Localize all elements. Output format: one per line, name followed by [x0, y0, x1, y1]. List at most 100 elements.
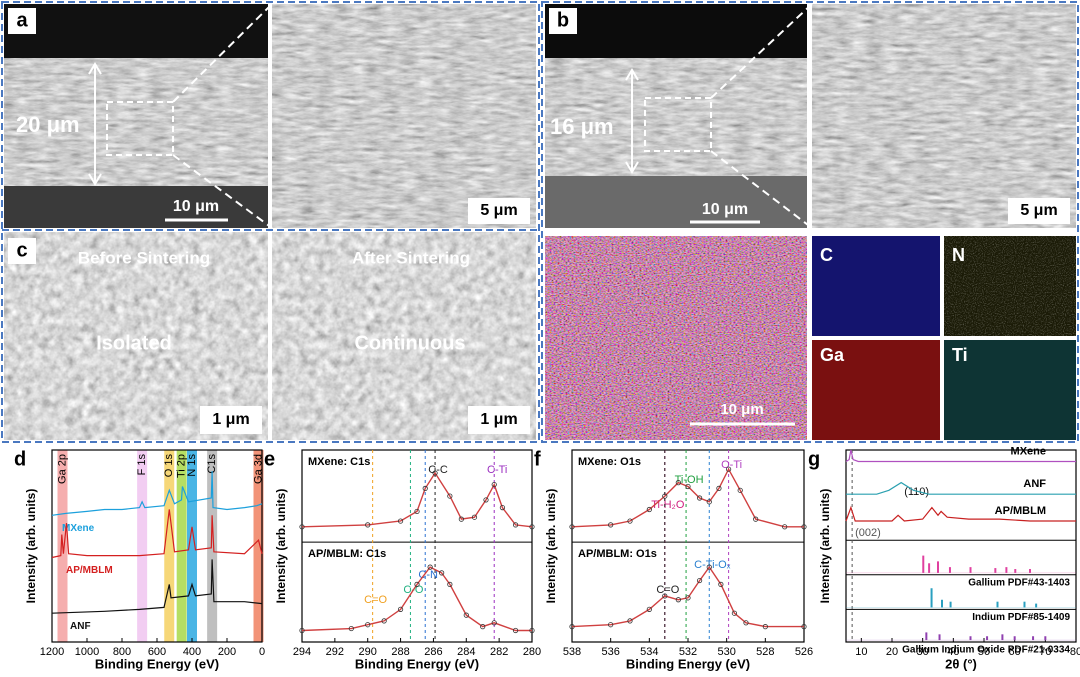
overlays: [88, 3, 813, 426]
x-tick-label: 0: [259, 646, 265, 658]
data-point: [725, 466, 732, 472]
data-point: [569, 524, 575, 530]
plot-frame: [845, 449, 1077, 643]
x-tick-label: 200: [218, 646, 236, 658]
eds-map-ti: [944, 340, 1076, 440]
panel-label: e: [264, 448, 275, 470]
data-point: [753, 516, 759, 522]
peak-label: (110): [904, 486, 929, 498]
series-line: [571, 565, 804, 628]
data-point: [743, 620, 749, 626]
panel-label: g: [808, 448, 820, 470]
x-tick-label: 800: [113, 646, 131, 658]
band-label: N 1s: [186, 454, 198, 477]
data-point: [512, 627, 519, 634]
data-point: [675, 480, 681, 486]
y-axis-label: Intensity (arb. units): [274, 489, 288, 604]
data-point: [696, 577, 703, 584]
data-point: [608, 522, 614, 528]
data-point: [447, 581, 453, 588]
data-point: [499, 504, 506, 511]
scale-text: 1 μm: [212, 411, 249, 428]
sem-images: [4, 4, 1076, 440]
image-text: a 20 μm 10 μm 5 μm b 16 μm 10 μm 5 μm c …: [16, 9, 1058, 428]
image-text: Continuous: [354, 332, 465, 354]
plot-frame: [51, 449, 263, 643]
band-label: Ga 3d: [252, 454, 264, 484]
border: [1, 1, 540, 443]
peak-label: C-Ti: [487, 464, 507, 476]
image-texture: [545, 58, 807, 176]
subtitle: AP/MBLM: O1s: [578, 548, 657, 560]
x-tick-label: 532: [679, 646, 697, 658]
data-point: [512, 522, 519, 528]
label-box: [8, 8, 36, 34]
scale-text: 10 μm: [702, 201, 748, 218]
x-tick-label: 284: [457, 646, 475, 658]
y-axis-label: Intensity (arb. units): [818, 489, 832, 604]
map-label: C: [820, 245, 833, 265]
band: [187, 450, 197, 642]
x-tick-label: 50: [978, 646, 990, 658]
panel-label: b: [557, 9, 569, 31]
image-texture: [4, 58, 268, 186]
data-point: [397, 518, 404, 524]
data-point: [737, 487, 743, 493]
data-point: [762, 624, 768, 630]
peak-label: O-Ti: [721, 459, 742, 471]
x-tick-label: 1000: [75, 646, 99, 658]
data-point: [529, 627, 535, 634]
peak-label: Ti-H₂O: [651, 499, 685, 511]
x-tick-label: 526: [795, 646, 813, 658]
subtitle: MXene: O1s: [578, 456, 641, 468]
data-point: [463, 612, 469, 618]
data-point: [685, 483, 691, 490]
data-point: [801, 524, 807, 530]
data-point: [414, 508, 420, 515]
x-axis-label: Binding Energy (eV): [626, 656, 750, 671]
peak-label: (002): [855, 527, 881, 539]
x-tick-label: 534: [640, 646, 658, 658]
data-point: [299, 524, 305, 530]
band-label: Ti 2p: [176, 454, 188, 478]
x-tick-label: 80: [1070, 646, 1080, 658]
data-point: [662, 593, 668, 599]
image-texture: [4, 232, 268, 440]
series-label: AP/MBLM: [66, 565, 113, 576]
arrow-head: [625, 68, 639, 174]
x-axis-label: 2θ (°): [945, 656, 977, 671]
data-point: [731, 610, 738, 616]
series-label: MXene: [62, 523, 95, 534]
label-box: [549, 8, 577, 34]
band-label: O 1s: [163, 454, 175, 478]
series-label: ANF: [1023, 478, 1046, 490]
band: [137, 450, 148, 642]
band-label: Ga 2p: [56, 454, 68, 484]
data-point: [381, 618, 387, 624]
x-tick-label: 538: [563, 646, 581, 658]
y-axis-label: Intensity (arb. units): [544, 489, 558, 604]
data-point: [365, 622, 371, 628]
x-tick-label: 288: [391, 646, 409, 658]
data-point: [718, 581, 724, 588]
image-texture: [272, 232, 536, 440]
series-line: [51, 509, 263, 559]
image-title: Before Sintering: [78, 248, 210, 267]
band: [207, 450, 218, 642]
y-axis-label: Intensity (arb. units): [24, 489, 38, 604]
data-point: [706, 499, 712, 505]
x-axis-label: Binding Energy (eV): [95, 656, 219, 671]
x-tick-label: 530: [717, 646, 735, 658]
peak-label: C=O: [364, 594, 387, 606]
x-tick-label: 290: [359, 646, 377, 658]
x-tick-label: 400: [183, 646, 201, 658]
data-point: [569, 624, 575, 630]
scale-text: 5 μm: [480, 202, 517, 219]
x-tick-label: 60: [1009, 646, 1021, 658]
data-point: [685, 595, 691, 601]
x-tick-label: 1200: [40, 646, 64, 658]
peak-label: C-C: [428, 464, 448, 476]
data-point: [365, 522, 371, 528]
subtitle: MXene: C1s: [308, 456, 370, 468]
panel-label: f: [534, 448, 541, 470]
